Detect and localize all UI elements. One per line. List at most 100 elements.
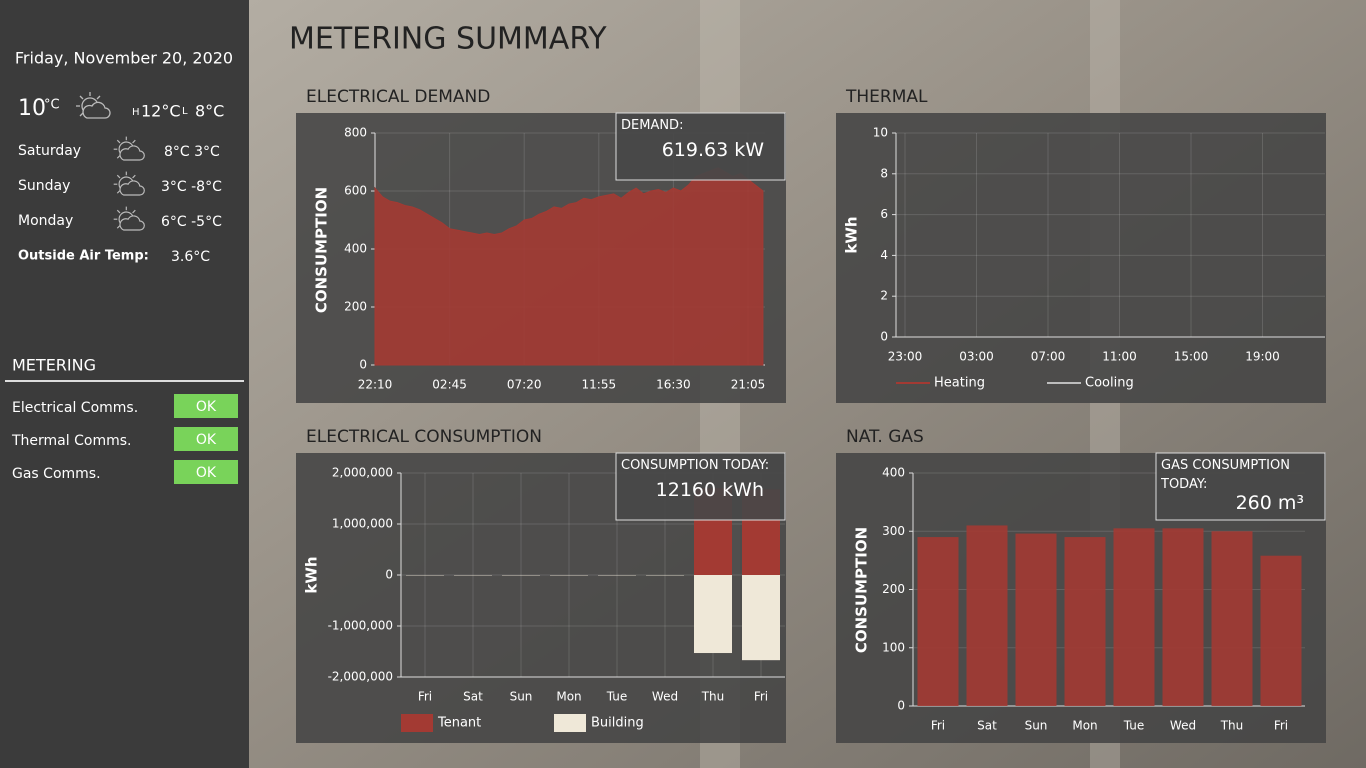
status: OK xyxy=(196,432,217,448)
x-tick-label: Mon xyxy=(1072,719,1097,733)
x-tick-label: 11:00 xyxy=(1102,350,1137,364)
x-tick-label: Fri xyxy=(1274,719,1288,733)
date: Friday, November 20, 2020 xyxy=(15,49,233,68)
annotation-value: 260 m³ xyxy=(1235,492,1304,514)
x-tick-label: Fri xyxy=(418,690,432,704)
annotation-label: CONSUMPTION TODAY: xyxy=(621,458,770,473)
x-tick-label: Tue xyxy=(606,690,628,704)
x-tick-label: Sun xyxy=(1025,719,1048,733)
y-tick-label: 600 xyxy=(344,184,367,198)
annotation-box xyxy=(1155,452,1326,521)
legend-swatch xyxy=(401,714,433,732)
annotation-label: GAS CONSUMPTION TODAY: xyxy=(1161,458,1290,492)
forecast-day: Saturday xyxy=(18,143,81,159)
y-tick-label: 2,000,000 xyxy=(332,466,393,480)
x-tick-label: 07:00 xyxy=(1031,350,1066,364)
legend-label: Tenant xyxy=(437,716,481,731)
y-tick-label: 400 xyxy=(882,466,905,480)
y-tick-label: 0 xyxy=(385,568,393,582)
annotation-box xyxy=(615,112,786,181)
annotation-box xyxy=(615,452,786,521)
metering: METERING Electrical Comms. OK Thermal Co… xyxy=(5,356,244,484)
weather: Friday, November 20, 2020 10 °C H 12°C L… xyxy=(15,49,233,266)
bar xyxy=(917,537,959,706)
legend-label: Cooling xyxy=(1085,376,1134,391)
metering-label: Thermal Comms. xyxy=(11,433,131,449)
chart-panel: ELECTRICAL DEMAND 0 200 400 600 800 22:10 02:45… xyxy=(296,87,786,403)
bar xyxy=(966,525,1008,706)
status: OK xyxy=(196,465,217,481)
x-tick-label: Thu xyxy=(701,690,725,704)
y-tick-label: 0 xyxy=(359,358,367,372)
current-unit: °C xyxy=(44,98,60,113)
high-temp: 12°C xyxy=(141,102,181,121)
y-tick-label: -1,000,000 xyxy=(328,619,393,633)
bar xyxy=(742,575,780,661)
y-tick-label: 0 xyxy=(880,330,888,344)
metering-label: Gas Comms. xyxy=(12,466,101,482)
y-axis-label: kWh xyxy=(843,216,861,253)
x-tick-label: Sun xyxy=(510,690,533,704)
bar xyxy=(1162,528,1204,706)
status: OK xyxy=(196,399,217,415)
y-tick-label: -2,000,000 xyxy=(328,670,393,684)
x-tick-label: Sat xyxy=(977,719,997,733)
x-tick-label: Sat xyxy=(463,690,483,704)
x-tick-label: 16:30 xyxy=(656,378,691,392)
x-tick-label: Tue xyxy=(1123,719,1145,733)
metering-title: METERING xyxy=(12,356,96,375)
annotation: DEMAND: 619.63 kW xyxy=(621,116,780,160)
status-badge xyxy=(174,460,238,484)
high-label: H xyxy=(132,107,140,118)
annotation-content: CONSUMPTION TODAY: 12160 kWh xyxy=(621,456,780,500)
y-tick-label: 2 xyxy=(880,289,888,303)
current-temp: 10 xyxy=(18,96,46,121)
bar xyxy=(1211,531,1253,706)
y-tick-label: 4 xyxy=(880,248,888,262)
x-tick-label: 15:00 xyxy=(1174,350,1209,364)
bar xyxy=(1064,537,1106,706)
chart-title: NAT. GAS xyxy=(846,427,924,447)
forecast-temps: 3°C -8°C xyxy=(161,179,222,195)
x-tick-label: Wed xyxy=(1170,719,1196,733)
annotation-label: DEMAND: xyxy=(621,118,684,133)
panel xyxy=(836,113,1326,403)
status-badge xyxy=(174,427,238,451)
annotation-content: GAS CONSUMPTION TODAY: 260 m³ xyxy=(1161,456,1320,513)
x-tick-label: Fri xyxy=(754,690,768,704)
outside-air-label: Outside Air Temp: xyxy=(18,249,149,264)
y-tick-label: 100 xyxy=(882,640,905,654)
legend-swatch xyxy=(554,714,586,732)
y-axis-label: kWh xyxy=(303,556,321,593)
annotation-content: DEMAND: 619.63 kW xyxy=(621,116,780,160)
bar xyxy=(1015,533,1057,706)
x-tick-label: Fri xyxy=(931,719,945,733)
x-tick-label: 03:00 xyxy=(959,350,994,364)
y-tick-label: 6 xyxy=(880,207,888,221)
bar xyxy=(1260,555,1302,706)
legend-label: Heating xyxy=(934,376,985,391)
chart-title: THERMAL xyxy=(845,87,928,107)
low-temp: 8°C xyxy=(195,102,224,121)
annotation-value: 12160 kWh xyxy=(655,479,764,501)
chart-panel: ELECTRICAL CONSUMPTION -2,000,000 -1,000,0… xyxy=(296,427,786,743)
y-axis-label: CONSUMPTION xyxy=(313,187,331,313)
sidebar xyxy=(0,0,249,768)
y-axis-label: CONSUMPTION xyxy=(853,527,871,653)
forecast-temps: 8°C 3°C xyxy=(164,144,220,160)
x-tick-label: 11:55 xyxy=(582,378,617,392)
chart-panel: NAT. GAS 0 100 200 300 400 Fri Sat Sun Mon Tue Wed T… xyxy=(836,427,1326,743)
metering-label: Electrical Comms. xyxy=(12,400,138,416)
y-tick-label: 1,000,000 xyxy=(332,517,393,531)
x-tick-label: 02:45 xyxy=(432,378,467,392)
outside-air-value: 3.6°C xyxy=(171,249,210,265)
forecast-day: Monday xyxy=(18,213,73,229)
bar xyxy=(1113,528,1155,706)
forecast-temps: 6°C -5°C xyxy=(161,214,222,230)
annotation-value: 619.63 kW xyxy=(661,139,764,161)
low-label: L xyxy=(182,106,188,117)
y-tick-label: 200 xyxy=(344,300,367,314)
x-tick-label: 19:00 xyxy=(1245,350,1280,364)
